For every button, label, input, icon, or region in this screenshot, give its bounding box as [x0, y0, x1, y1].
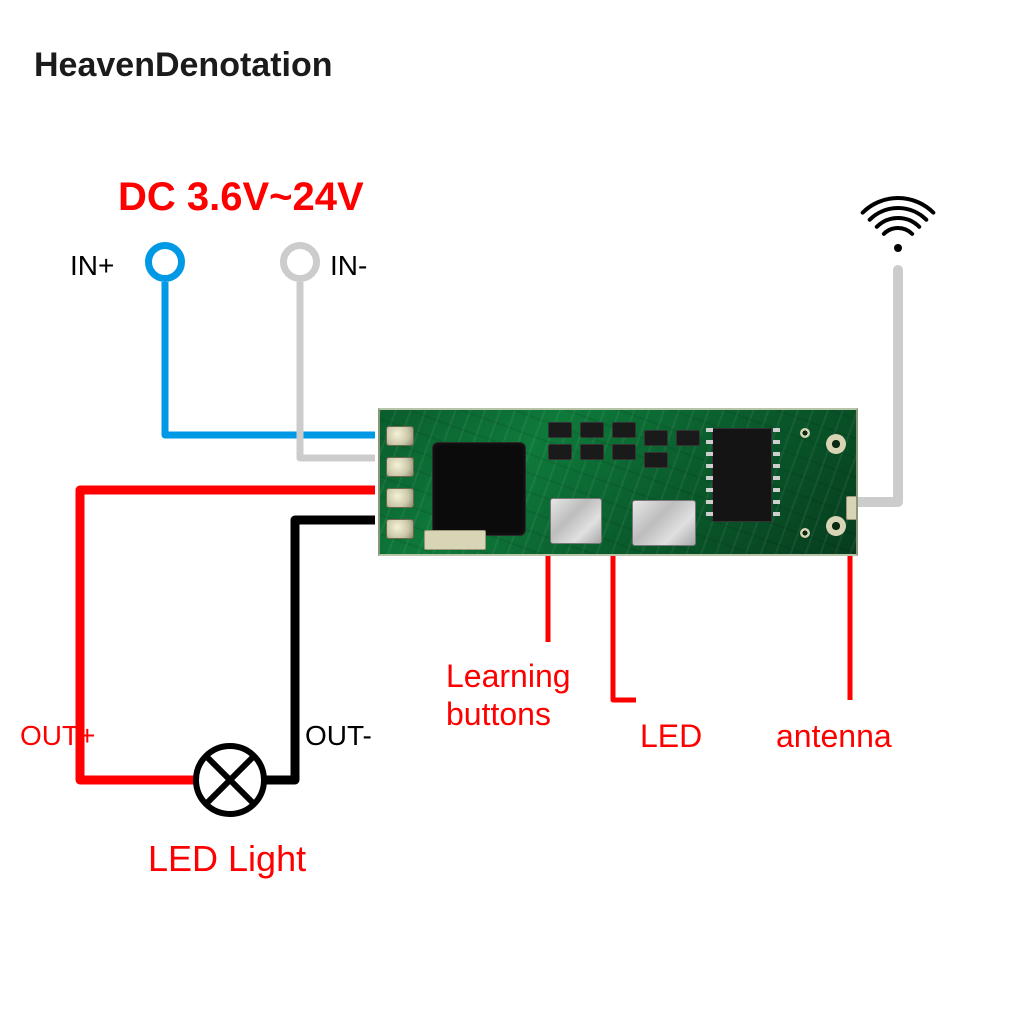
mosfet-chip — [432, 442, 526, 536]
pcb-pad — [386, 488, 414, 508]
mcu-ic — [712, 428, 772, 522]
pcb-pad — [386, 519, 414, 539]
smd-component — [580, 444, 604, 460]
antenna-pad — [846, 496, 858, 520]
pcb-via — [800, 428, 810, 438]
pcb-solder-pads — [386, 420, 416, 544]
chip-tab — [424, 530, 486, 550]
smd-component — [612, 444, 636, 460]
smd-component — [612, 422, 636, 438]
pcb-module — [378, 408, 858, 556]
pcb-hole — [826, 434, 846, 454]
smd-component — [676, 430, 700, 446]
smd-component — [644, 452, 668, 468]
pcb-via — [800, 528, 810, 538]
smd-component — [548, 422, 572, 438]
pcb-hole — [826, 516, 846, 536]
pcb-pad — [386, 457, 414, 477]
led-light-icon — [196, 746, 264, 814]
crystal-2 — [632, 500, 696, 546]
crystal-1 — [550, 498, 602, 544]
smd-component — [644, 430, 668, 446]
pcb-pad — [386, 426, 414, 446]
wifi-icon — [863, 198, 934, 252]
smd-component — [548, 444, 572, 460]
smd-component — [580, 422, 604, 438]
